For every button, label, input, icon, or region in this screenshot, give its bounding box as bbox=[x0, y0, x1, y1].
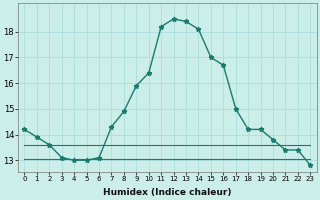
X-axis label: Humidex (Indice chaleur): Humidex (Indice chaleur) bbox=[103, 188, 232, 197]
